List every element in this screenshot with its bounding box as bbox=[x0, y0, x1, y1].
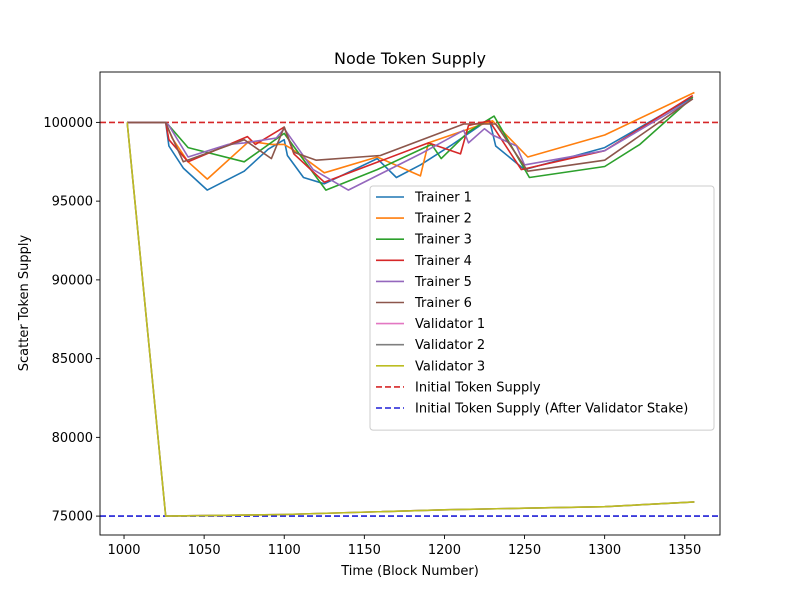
x-tick-label: 1200 bbox=[428, 543, 461, 558]
series-line-trainer-1 bbox=[127, 96, 694, 191]
series-line-trainer-3 bbox=[127, 96, 694, 191]
legend-box bbox=[369, 185, 715, 431]
chart-title: Node Token Supply bbox=[334, 49, 486, 68]
legend: Trainer 1 Trainer 2 Trainer 3 Trainer 4 Trai… bbox=[369, 185, 715, 431]
series-line-trainer-2 bbox=[127, 91, 695, 180]
legend-label: Trainer 4 bbox=[414, 254, 472, 269]
legend-label: Initial Token Supply bbox=[415, 380, 541, 395]
series-line-trainer-4 bbox=[127, 94, 694, 183]
x-tick-label: 1250 bbox=[508, 543, 541, 558]
y-tick-label: 95000 bbox=[52, 195, 93, 210]
y-tick-label: 90000 bbox=[52, 273, 93, 288]
legend-label: Validator 1 bbox=[415, 317, 485, 332]
x-tick-label: 1050 bbox=[188, 543, 221, 558]
x-tick-label: 1000 bbox=[107, 543, 140, 558]
legend-label: Validator 2 bbox=[415, 338, 485, 353]
y-tick-label: 85000 bbox=[52, 352, 93, 367]
x-axis-title: Time (Block Number) bbox=[340, 564, 479, 579]
series-line-validator-3 bbox=[126, 122, 695, 517]
legend-label: Validator 3 bbox=[415, 359, 485, 374]
y-tick-label: 100000 bbox=[43, 116, 93, 131]
series-line-trainer-6 bbox=[127, 98, 694, 172]
legend-label: Trainer 6 bbox=[414, 296, 472, 311]
legend-label: Initial Token Supply (After Validator St… bbox=[415, 402, 688, 417]
y-tick-label: 80000 bbox=[52, 431, 93, 446]
legend-label: Trainer 2 bbox=[414, 212, 472, 227]
plot-frame bbox=[99, 71, 721, 536]
axes: 1000 1050 1100 1150 1200 1250 1300 1350 75000 800… bbox=[43, 71, 721, 558]
legend-label: Trainer 5 bbox=[414, 275, 472, 290]
y-tick-label: 75000 bbox=[52, 510, 93, 525]
plot-lines bbox=[100, 91, 720, 517]
x-tick-label: 1350 bbox=[668, 543, 701, 558]
x-tick-label: 1300 bbox=[588, 543, 621, 558]
legend-label: Trainer 3 bbox=[414, 233, 472, 248]
series-line-trainer-5 bbox=[127, 98, 694, 191]
y-axis-title: Scatter Token Supply bbox=[17, 234, 32, 371]
x-tick-label: 1100 bbox=[268, 543, 301, 558]
x-tick-label: 1150 bbox=[348, 543, 381, 558]
legend-label: Trainer 1 bbox=[414, 191, 472, 206]
